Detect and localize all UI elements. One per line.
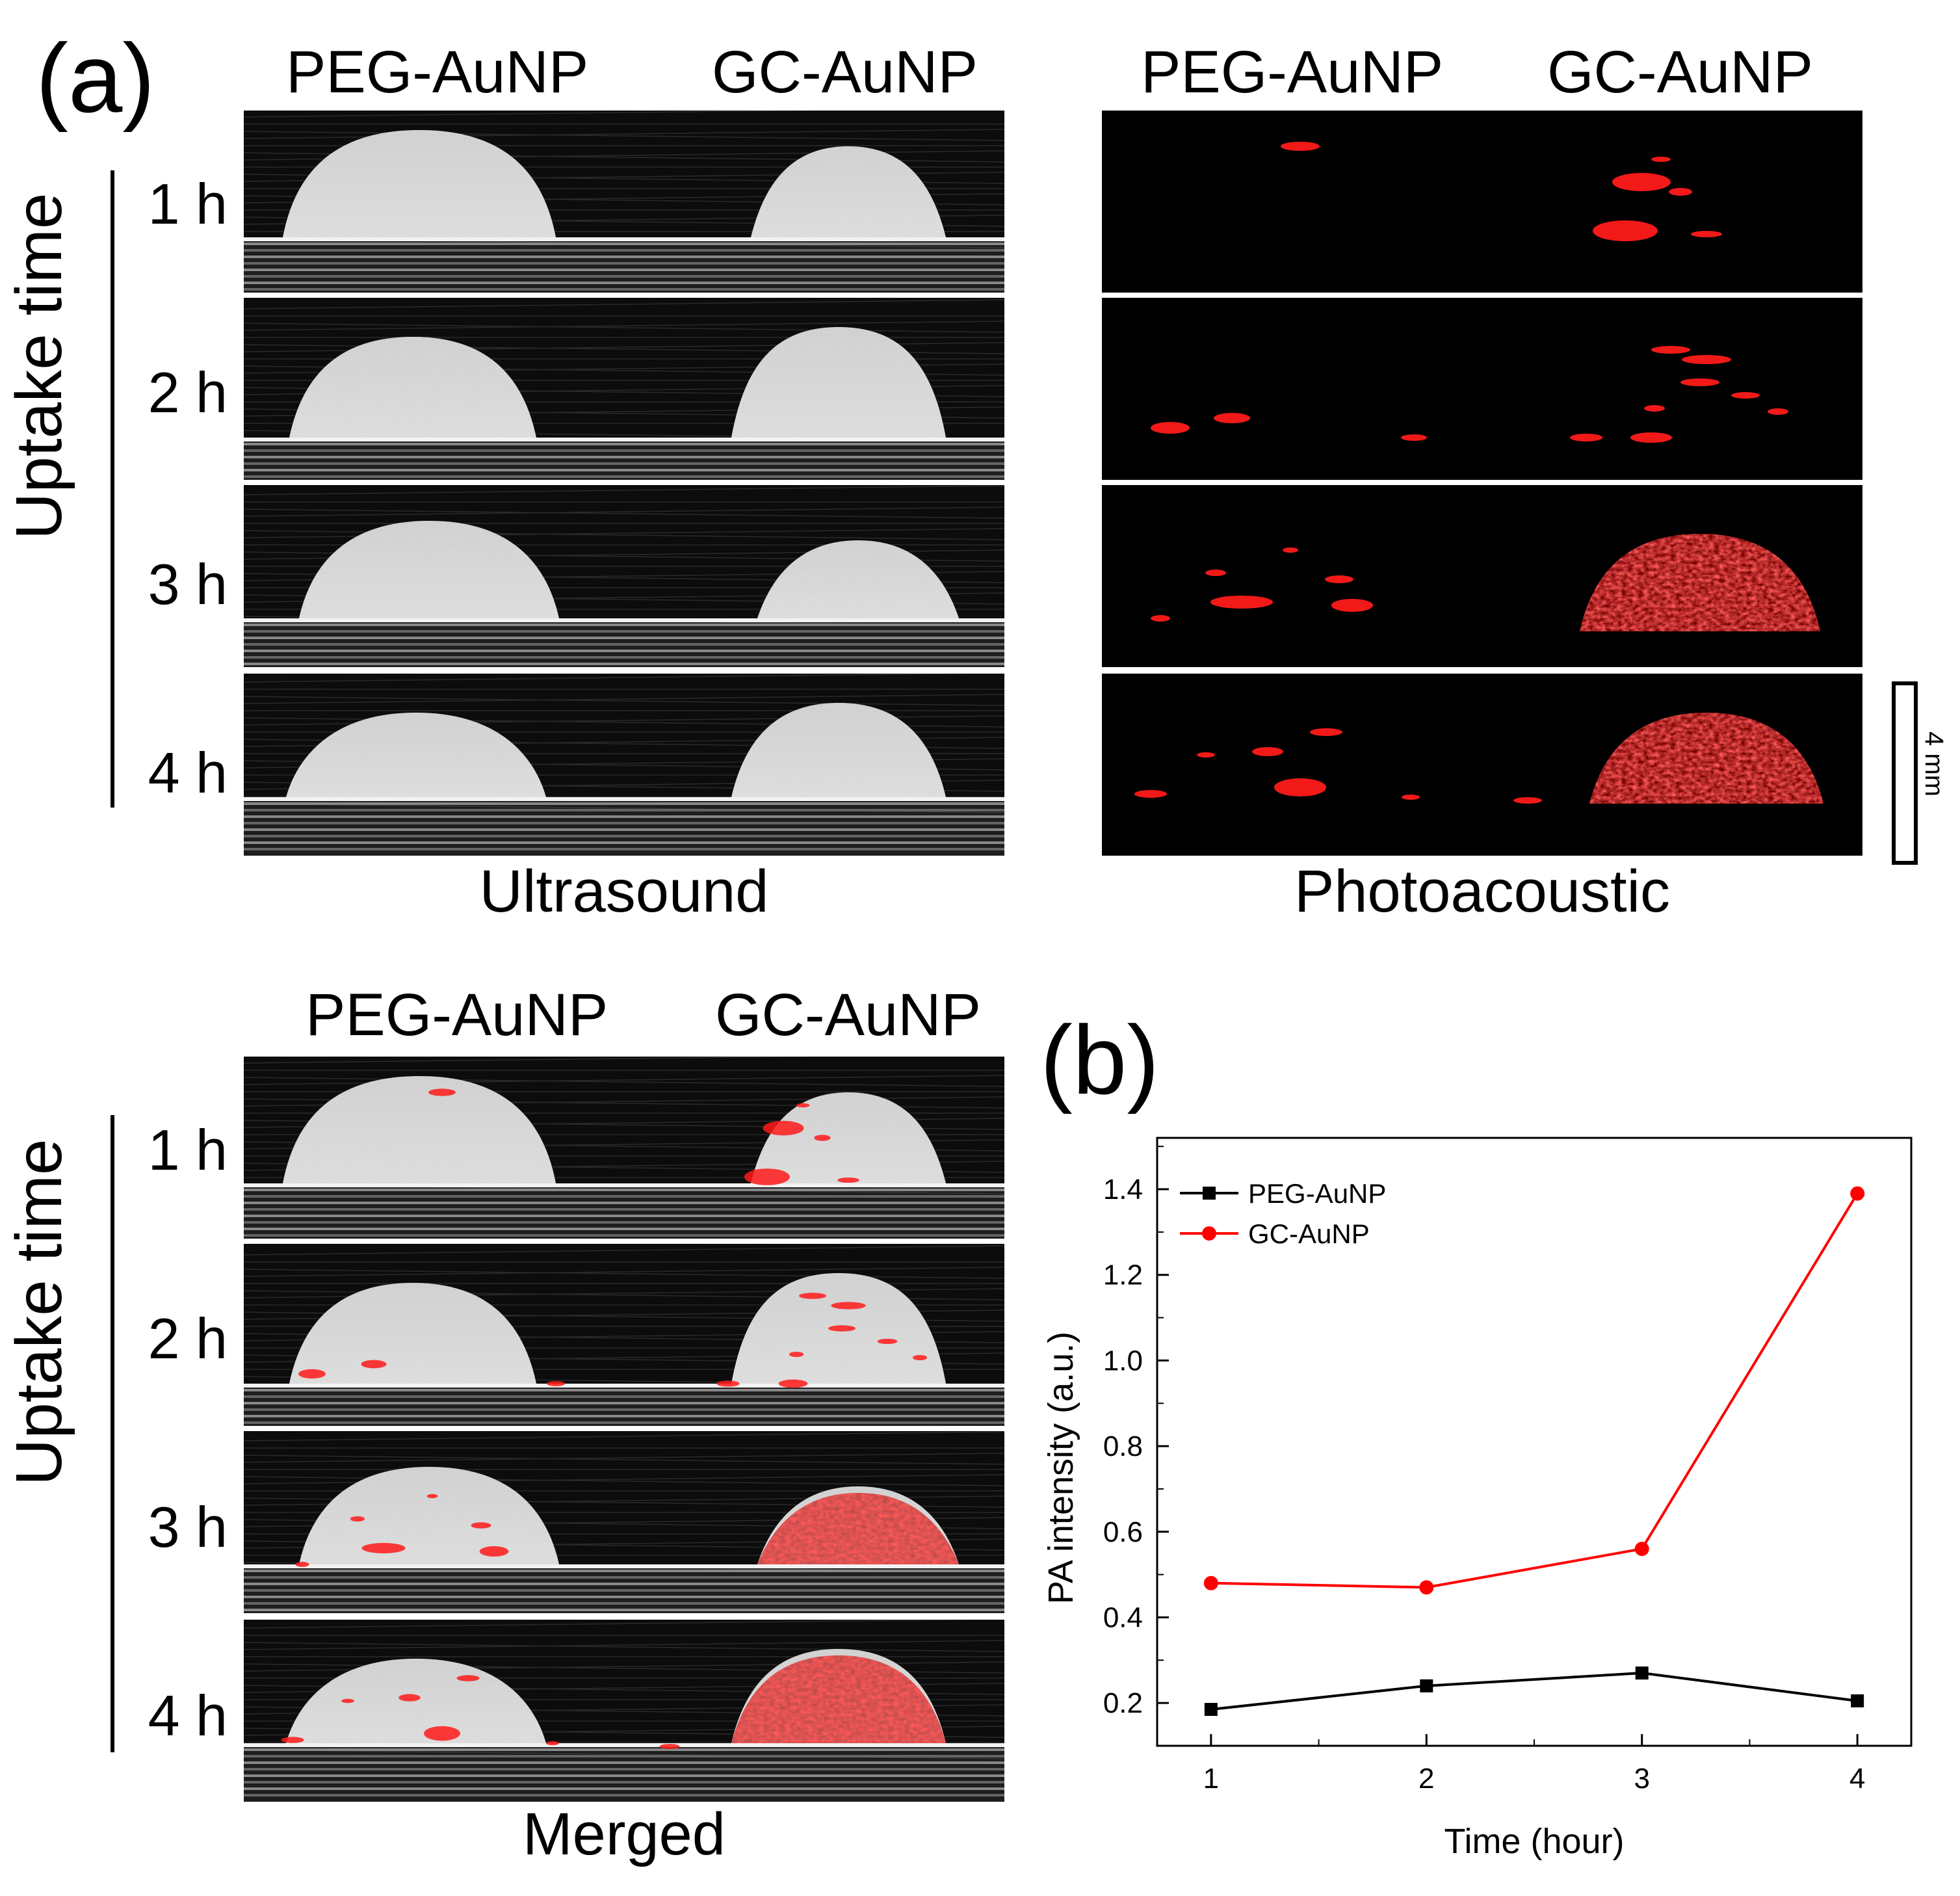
merged-image-row (244, 1057, 1004, 1239)
uptake-time-axis-line (111, 170, 114, 808)
series-line-gc-aunp (1210, 1192, 1859, 1589)
merged-time-label-4h: 4 h (148, 1683, 228, 1748)
legend-marker (1202, 1226, 1216, 1241)
ultrasound-image (244, 111, 1004, 293)
y-tick-label: 0.6 (1103, 1516, 1143, 1548)
time-label-2h: 2 h (148, 360, 228, 425)
data-point-gc-aunp (1634, 1542, 1649, 1557)
data-point-peg-aunp (1204, 1703, 1218, 1717)
scale-bar-label: 4 mm (1920, 731, 1948, 797)
merged-time-label-2h: 2 h (148, 1306, 228, 1371)
panel-a-label: (a) (36, 23, 155, 133)
pa-col-gc-label: GC-AuNP (1547, 39, 1813, 105)
us-col-peg-label: PEG-AuNP (286, 39, 589, 105)
photoacoustic-image-row (1102, 485, 1862, 667)
uptake-time-axis-line-merged (111, 1115, 114, 1752)
x-axis-label: Time (hour) (1444, 1822, 1624, 1861)
ultrasound-image-row (244, 111, 1004, 293)
merged-col-gc-label: GC-AuNP (715, 982, 981, 1048)
photoacoustic-image (1102, 298, 1862, 480)
pa-col-peg-label: PEG-AuNP (1141, 39, 1444, 105)
merged-col-peg-label: PEG-AuNP (306, 982, 608, 1048)
merged-caption: Merged (523, 1801, 725, 1867)
merged-image-row (244, 1431, 1004, 1613)
y-tick-label: 0.2 (1103, 1687, 1143, 1719)
ultrasound-image-row (244, 298, 1004, 480)
data-point-peg-aunp (1420, 1679, 1433, 1692)
merged-image (244, 1620, 1004, 1802)
time-label-1h: 1 h (148, 172, 228, 236)
y-tick-label: 0.8 (1103, 1430, 1143, 1462)
ultrasound-image (244, 298, 1004, 480)
time-label-3h: 3 h (148, 552, 228, 616)
data-point-gc-aunp (1419, 1580, 1434, 1595)
panel-b-label: (b) (1040, 1005, 1160, 1114)
merged-image-row (244, 1244, 1004, 1426)
merged-time-label-3h: 3 h (148, 1495, 228, 1559)
legend-label: PEG-AuNP (1248, 1178, 1386, 1209)
merged-image (244, 1057, 1004, 1239)
ultrasound-caption: Ultrasound (479, 858, 769, 925)
photoacoustic-image (1102, 674, 1862, 856)
y-tick-label: 1.2 (1103, 1259, 1143, 1291)
x-tick-label: 4 (1849, 1763, 1865, 1795)
legend-marker (1203, 1187, 1216, 1200)
pa-intensity-chart: 0.2 0.4 0.6 0.8 1.0 1.2 1.4 1 2 3 4 Time (hour) PA i… (1027, 1099, 1950, 1879)
data-point-gc-aunp (1850, 1186, 1865, 1201)
data-point-peg-aunp (1851, 1694, 1864, 1707)
y-tick-label: 0.4 (1103, 1601, 1143, 1633)
merged-time-label-1h: 1 h (148, 1118, 228, 1182)
data-point-peg-aunp (1635, 1666, 1649, 1680)
ultrasound-image (244, 674, 1004, 856)
ultrasound-image-row (244, 485, 1004, 667)
merged-image (244, 1431, 1004, 1613)
y-axis-label: PA intensity (a.u.) (1041, 1332, 1080, 1604)
time-label-4h: 4 h (148, 741, 228, 805)
x-tick-label: 2 (1418, 1763, 1434, 1795)
x-tick-label: 1 (1203, 1763, 1219, 1795)
series-line-peg-aunp (1210, 1672, 1858, 1711)
y-tick-label: 1.4 (1103, 1174, 1143, 1205)
merged-image-row (244, 1620, 1004, 1802)
merged-image (244, 1244, 1004, 1426)
x-tick-label: 3 (1634, 1763, 1649, 1795)
us-col-gc-label: GC-AuNP (712, 39, 978, 105)
data-point-gc-aunp (1203, 1575, 1218, 1590)
photoacoustic-image (1102, 111, 1862, 293)
legend-label: GC-AuNP (1248, 1218, 1370, 1249)
photoacoustic-image-row (1102, 298, 1862, 480)
ultrasound-image (244, 485, 1004, 667)
photoacoustic-caption: Photoacoustic (1294, 858, 1670, 925)
ultrasound-image-row (244, 674, 1004, 856)
y-tick-label: 1.0 (1103, 1345, 1143, 1376)
photoacoustic-image (1102, 485, 1862, 667)
photoacoustic-image-row (1102, 111, 1862, 293)
scale-bar (1892, 681, 1918, 865)
photoacoustic-image-row (1102, 674, 1862, 856)
